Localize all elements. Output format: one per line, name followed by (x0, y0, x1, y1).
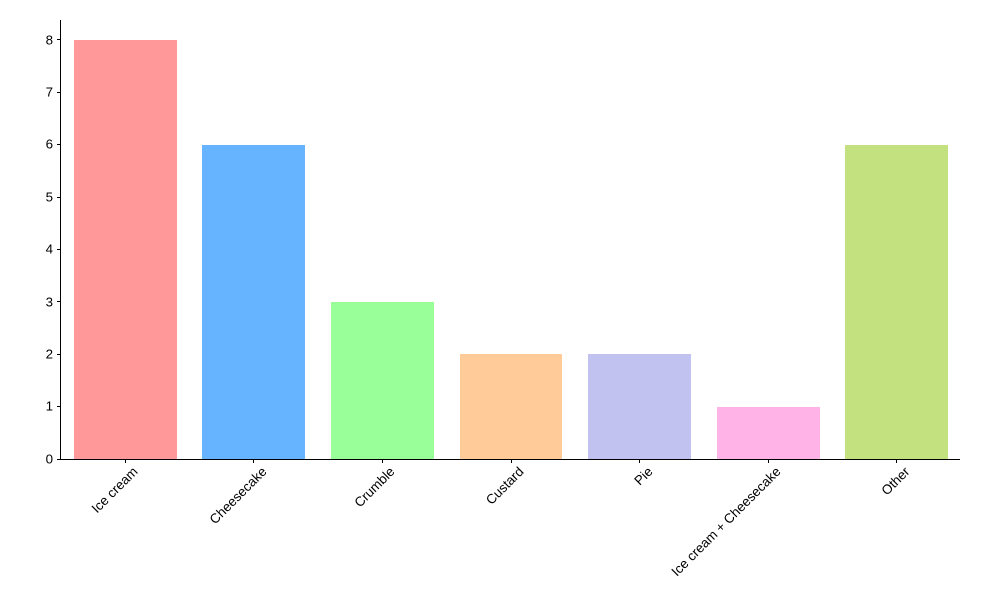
ytick-label: 0 (46, 452, 61, 465)
ytick-label: 3 (46, 295, 61, 308)
xtick-label: Custard (478, 459, 526, 507)
xtick-label: Crumble (347, 459, 398, 510)
ytick-label: 1 (46, 400, 61, 413)
plot-area: 012345678Ice creamCheesecakeCrumbleCusta… (60, 20, 960, 460)
ytick-label: 5 (46, 190, 61, 203)
bar (460, 354, 563, 459)
xtick-label: Cheesecake (201, 459, 268, 526)
ytick-label: 8 (46, 33, 61, 46)
xtick-label: Ice cream (84, 459, 140, 515)
xtick-label: Other (873, 459, 912, 498)
bar (74, 40, 177, 459)
xtick-label: Pie (626, 459, 655, 488)
bar (845, 145, 948, 459)
ytick-label: 4 (46, 243, 61, 256)
ytick-label: 2 (46, 348, 61, 361)
bar-chart: 0 1 2 3 4 5 6 7 8 Ice cream Cheesecake Crumble Custa… (0, 0, 990, 590)
bar (202, 145, 305, 459)
xtick-label: Ice cream + Cheesecake (664, 459, 784, 579)
bar (588, 354, 691, 459)
bar (331, 302, 434, 459)
ytick-label: 7 (46, 86, 61, 99)
ytick-label: 6 (46, 138, 61, 151)
bar (717, 407, 820, 459)
